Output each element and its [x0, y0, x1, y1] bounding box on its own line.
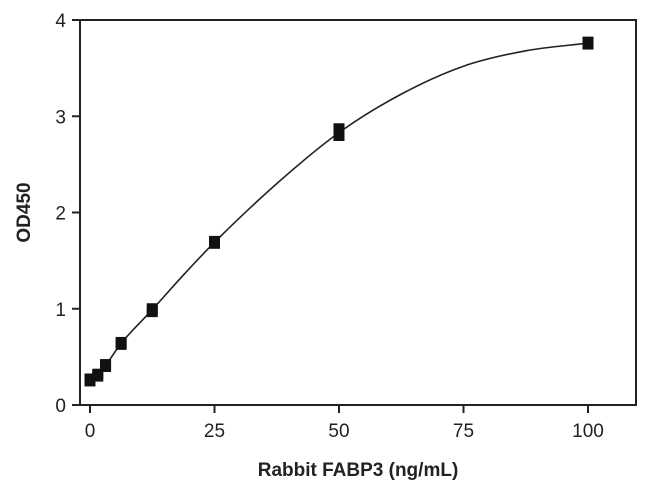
y-axis-title: OD450: [14, 182, 35, 242]
x-tick-label: 50: [328, 421, 349, 442]
y-tick-label: 3: [55, 107, 66, 128]
x-axis-title: Rabbit FABP3 (ng/mL): [258, 460, 459, 481]
data-point: [209, 235, 220, 247]
fit-curve: [89, 42, 589, 381]
data-point: [333, 123, 345, 135]
y-tick-label: 0: [55, 396, 66, 417]
plot-frame: [79, 19, 637, 406]
data-point: [84, 373, 96, 385]
data-point: [582, 36, 594, 48]
x-tick-label: 25: [204, 421, 225, 442]
data-point: [92, 368, 104, 380]
y-tick-label: 2: [55, 204, 66, 225]
y-tick-label: 1: [55, 300, 66, 321]
fit-curve-group: [89, 42, 589, 381]
x-tick-label: 75: [453, 421, 474, 442]
data-point: [146, 303, 158, 315]
axes: 0 25 50 75 100 0 1 2 3 4: [55, 11, 637, 442]
y-tick-label: 4: [55, 11, 66, 32]
x-tick-label: 100: [572, 421, 604, 442]
data-point: [333, 130, 345, 141]
data-points: [84, 36, 594, 387]
x-tick-label: 0: [85, 421, 96, 442]
data-point: [115, 336, 127, 348]
data-point: [100, 359, 112, 371]
